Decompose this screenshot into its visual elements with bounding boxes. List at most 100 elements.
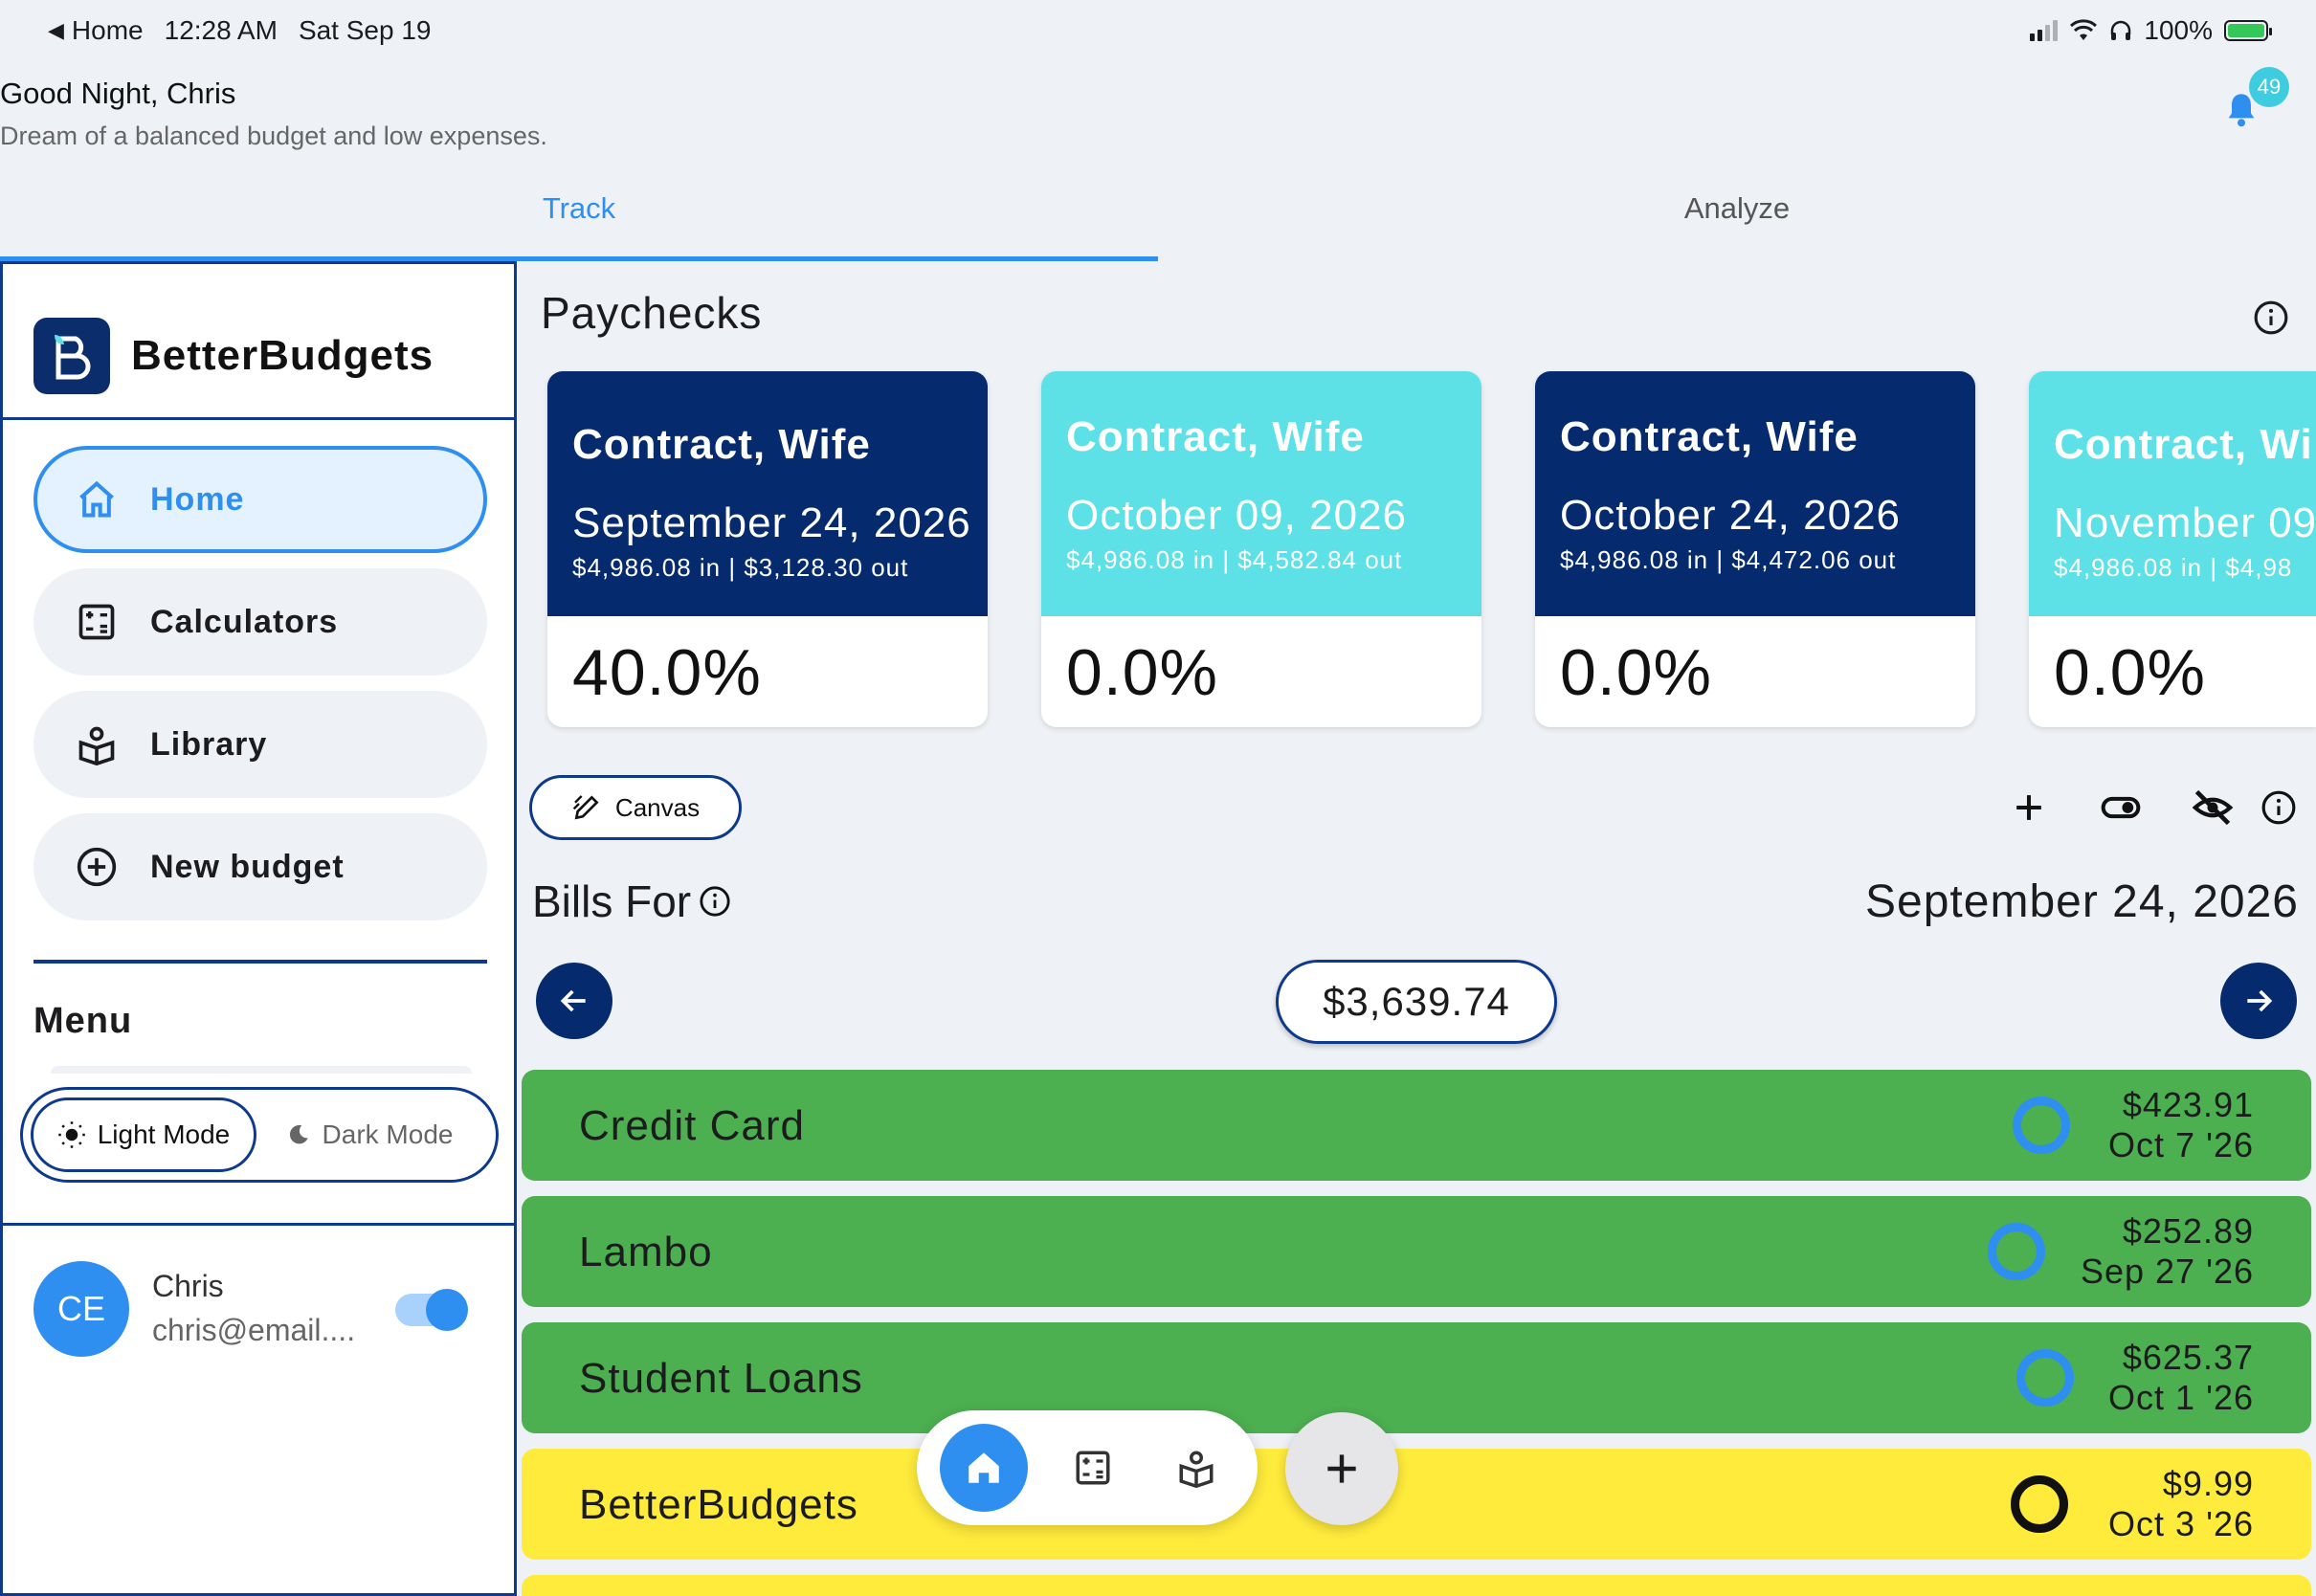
moon-icon	[289, 1124, 308, 1144]
headphones-icon	[2111, 20, 2131, 40]
bill-due: Sep 27 '26	[2080, 1252, 2254, 1291]
theme-switcher: Light Mode Dark Mode	[20, 1087, 499, 1183]
paycheck-card[interactable]: Contract, Wife October 24, 2026 $4,986.0…	[1535, 371, 1975, 727]
plus-circle-icon	[77, 847, 117, 887]
paycheck-card[interactable]: Contract, Wife October 09, 2026 $4,986.0…	[1041, 371, 1481, 727]
status-date: Sat Sep 19	[298, 15, 432, 45]
divider	[3, 417, 514, 420]
user-toggle[interactable]	[395, 1289, 468, 1331]
paycheck-card[interactable]: Contract, Wi November 09, $4,986.08 in |…	[2029, 371, 2316, 727]
home-icon	[79, 480, 114, 518]
paycheck-name: Contract, Wife	[1560, 413, 1859, 460]
status-ring-icon	[1988, 1223, 2045, 1280]
status-time: 12:28 AM	[164, 15, 278, 45]
paycheck-date: October 24, 2026	[1560, 492, 1902, 539]
bills-total: $3,639.74	[1276, 960, 1557, 1044]
paycheck-name: Contract, Wife	[572, 421, 871, 468]
tab-analyze[interactable]: Analyze	[1683, 191, 1791, 225]
sidebar-item-label: Calculators	[150, 603, 339, 640]
bill-row[interactable]: Lambo $252.89 Sep 27 '26	[522, 1196, 2311, 1307]
sidebar-item-library[interactable]: Library	[33, 691, 487, 798]
canvas-button[interactable]: Canvas	[529, 775, 742, 840]
notification-bell-icon[interactable]	[2222, 91, 2260, 129]
battery-percent: 100%	[2144, 15, 2213, 45]
paycheck-percent: 0.0%	[1560, 636, 1712, 709]
calculator-icon	[78, 604, 115, 640]
menu-heading: Menu	[33, 1001, 133, 1041]
bill-amount: $625.37	[2122, 1338, 2254, 1377]
paycheck-flow: $4,986.08 in | $4,472.06 out	[1560, 545, 1897, 574]
canvas-label: Canvas	[614, 792, 701, 822]
paycheck-name: Contract, Wi	[2054, 421, 2313, 468]
betterbudgets-logo-icon	[33, 318, 110, 394]
brand-name: BetterBudgets	[131, 332, 434, 379]
bills-date: September 24, 2026	[1865, 876, 2299, 927]
paycheck-date: September 24, 2026	[572, 499, 971, 546]
dark-mode-button[interactable]: Dark Mode	[256, 1097, 482, 1172]
previous-button[interactable]	[536, 963, 612, 1039]
bill-due: Oct 1 '26	[2108, 1378, 2254, 1417]
next-button[interactable]	[2220, 963, 2297, 1039]
toggle-icon[interactable]	[2100, 787, 2142, 829]
greeting-subtitle: Dream of a balanced budget and low expen…	[0, 122, 547, 150]
paycheck-percent: 40.0%	[572, 636, 762, 709]
status-ring-icon	[2011, 1475, 2068, 1533]
user-email: chris@email....	[152, 1313, 356, 1347]
bill-amount-due: $625.37 Oct 1 '26	[2108, 1338, 2254, 1418]
bill-row[interactable]: Credit Card $423.91 Oct 7 '26	[522, 1070, 2311, 1181]
paycheck-percent: 0.0%	[1066, 636, 1218, 709]
bill-amount: $9.99	[2162, 1464, 2254, 1503]
calculator-icon	[1076, 1451, 1110, 1485]
info-icon[interactable]	[2260, 789, 2297, 826]
hide-icon[interactable]	[2192, 787, 2234, 829]
bill-due: Oct 7 '26	[2108, 1125, 2254, 1164]
paycheck-date: October 09, 2026	[1066, 492, 1408, 539]
add-icon[interactable]	[2008, 787, 2050, 829]
bill-row[interactable]: Student Loans $625.37 Oct 1 '26	[522, 1322, 2311, 1433]
library-icon	[78, 726, 115, 765]
sidebar-item-label: Home	[150, 480, 245, 518]
battery-icon	[2224, 20, 2272, 41]
add-icon	[1327, 1454, 1356, 1483]
floating-dock	[917, 1410, 1258, 1525]
pencil-icon	[572, 795, 599, 820]
tab-track[interactable]: Track	[542, 191, 616, 225]
paycheck-flow: $4,986.08 in | $4,98	[2054, 553, 2293, 582]
arrow-right-icon	[2247, 989, 2273, 1012]
bill-name: BetterBudgets	[579, 1481, 858, 1528]
bill-name: Student Loans	[579, 1355, 863, 1402]
avatar[interactable]: CE	[33, 1261, 129, 1357]
wifi-icon	[2070, 19, 2098, 40]
sidebar-item-label: Library	[150, 725, 268, 763]
bill-amount-due: $423.91 Oct 7 '26	[2108, 1085, 2254, 1165]
sidebar-item-new-budget[interactable]: New budget	[33, 813, 487, 920]
cellular-signal-icon	[2030, 20, 2059, 41]
info-icon[interactable]	[2253, 299, 2289, 336]
paycheck-card[interactable]: Contract, Wife September 24, 2026 $4,986…	[547, 371, 988, 727]
brand: BetterBudgets	[33, 318, 434, 394]
bills-title: Bills For	[532, 876, 692, 926]
sidebar-item-label: New budget	[150, 848, 345, 885]
bill-amount: $252.89	[2122, 1211, 2254, 1251]
back-label[interactable]: Home	[71, 15, 144, 45]
status-bar: ◀ Home 12:28 AM Sat Sep 19 100%	[0, 0, 2316, 61]
status-ring-icon	[2016, 1349, 2074, 1407]
light-mode-button[interactable]: Light Mode	[31, 1097, 256, 1172]
dock-home-button[interactable]	[940, 1424, 1028, 1512]
divider	[33, 960, 487, 964]
paycheck-flow: $4,986.08 in | $3,128.30 out	[572, 553, 909, 582]
sidebar-item-calculators[interactable]: Calculators	[33, 568, 487, 676]
tab-active-indicator	[0, 256, 1158, 261]
status-ring-icon	[2013, 1097, 2070, 1154]
arrow-left-icon	[560, 989, 586, 1012]
dock-library-button[interactable]	[1158, 1430, 1235, 1506]
sidebar-item-home[interactable]: Home	[33, 446, 487, 553]
paycheck-date: November 09,	[2054, 499, 2316, 546]
info-icon[interactable]	[699, 885, 731, 918]
bill-due: Oct 3 '26	[2108, 1504, 2254, 1543]
bill-row[interactable]: BetterBudgets $9.99 Oct 3 '26	[522, 1449, 2311, 1560]
add-fab-button[interactable]	[1285, 1412, 1398, 1525]
user-name: Chris	[152, 1269, 224, 1303]
dock-calculators-button[interactable]	[1055, 1430, 1131, 1506]
back-arrow-icon[interactable]: ◀	[48, 18, 64, 42]
